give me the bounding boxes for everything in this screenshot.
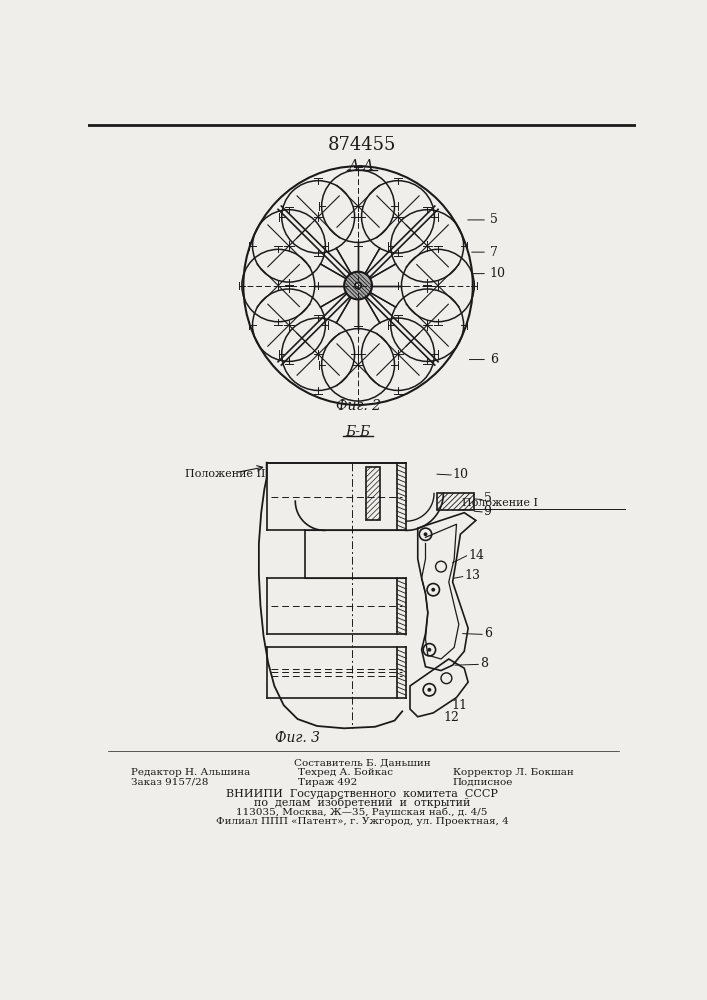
Circle shape (428, 688, 431, 692)
Text: 6: 6 (484, 627, 491, 640)
Text: 874455: 874455 (328, 136, 396, 154)
Circle shape (428, 648, 431, 652)
Circle shape (344, 272, 372, 299)
Text: 10: 10 (472, 267, 506, 280)
Circle shape (355, 282, 361, 289)
Text: 5: 5 (468, 213, 498, 226)
Text: 5: 5 (484, 492, 491, 505)
Text: 7: 7 (472, 246, 498, 259)
Text: Положение I: Положение I (462, 498, 538, 508)
Text: А-А: А-А (349, 159, 375, 173)
Text: Тираж 492: Тираж 492 (298, 778, 357, 787)
FancyBboxPatch shape (366, 466, 380, 520)
Text: Б-Б: Б-Б (346, 425, 370, 439)
Text: Фиг. 2: Фиг. 2 (336, 399, 380, 413)
Text: Корректор Л. Бокшан: Корректор Л. Бокшан (452, 768, 573, 777)
Text: 13: 13 (464, 569, 480, 582)
Text: 10: 10 (452, 468, 469, 481)
Text: 11: 11 (451, 699, 467, 712)
Circle shape (423, 532, 428, 536)
FancyBboxPatch shape (437, 493, 474, 510)
Text: Техред А. Бойкас: Техред А. Бойкас (298, 768, 392, 777)
Text: 8: 8 (480, 657, 488, 670)
Text: Положение II: Положение II (185, 469, 266, 479)
Text: Составитель Б. Даньшин: Составитель Б. Даньшин (293, 758, 431, 767)
Text: Фиг. 3: Фиг. 3 (275, 731, 320, 745)
Text: 12: 12 (443, 711, 460, 724)
Text: 6: 6 (469, 353, 498, 366)
Text: 9: 9 (484, 505, 491, 518)
Text: 113035, Москва, Ж—35, Раушская наб., д. 4/5: 113035, Москва, Ж—35, Раушская наб., д. … (236, 807, 488, 817)
Text: 14: 14 (468, 549, 484, 562)
Text: Филиал ППП «Патент», г. Ужгород, ул. Проектная, 4: Филиал ППП «Патент», г. Ужгород, ул. Про… (216, 817, 508, 826)
Text: Редактор Н. Альшина: Редактор Н. Альшина (131, 768, 250, 777)
Text: Подписное: Подписное (452, 778, 513, 787)
Text: ВНИИПИ  Государственного  комитета  СССР: ВНИИПИ Государственного комитета СССР (226, 789, 498, 799)
Text: Заказ 9157/28: Заказ 9157/28 (131, 778, 209, 787)
Text: по  делам  изобретений  и  открытий: по делам изобретений и открытий (254, 797, 470, 808)
Circle shape (431, 588, 436, 592)
